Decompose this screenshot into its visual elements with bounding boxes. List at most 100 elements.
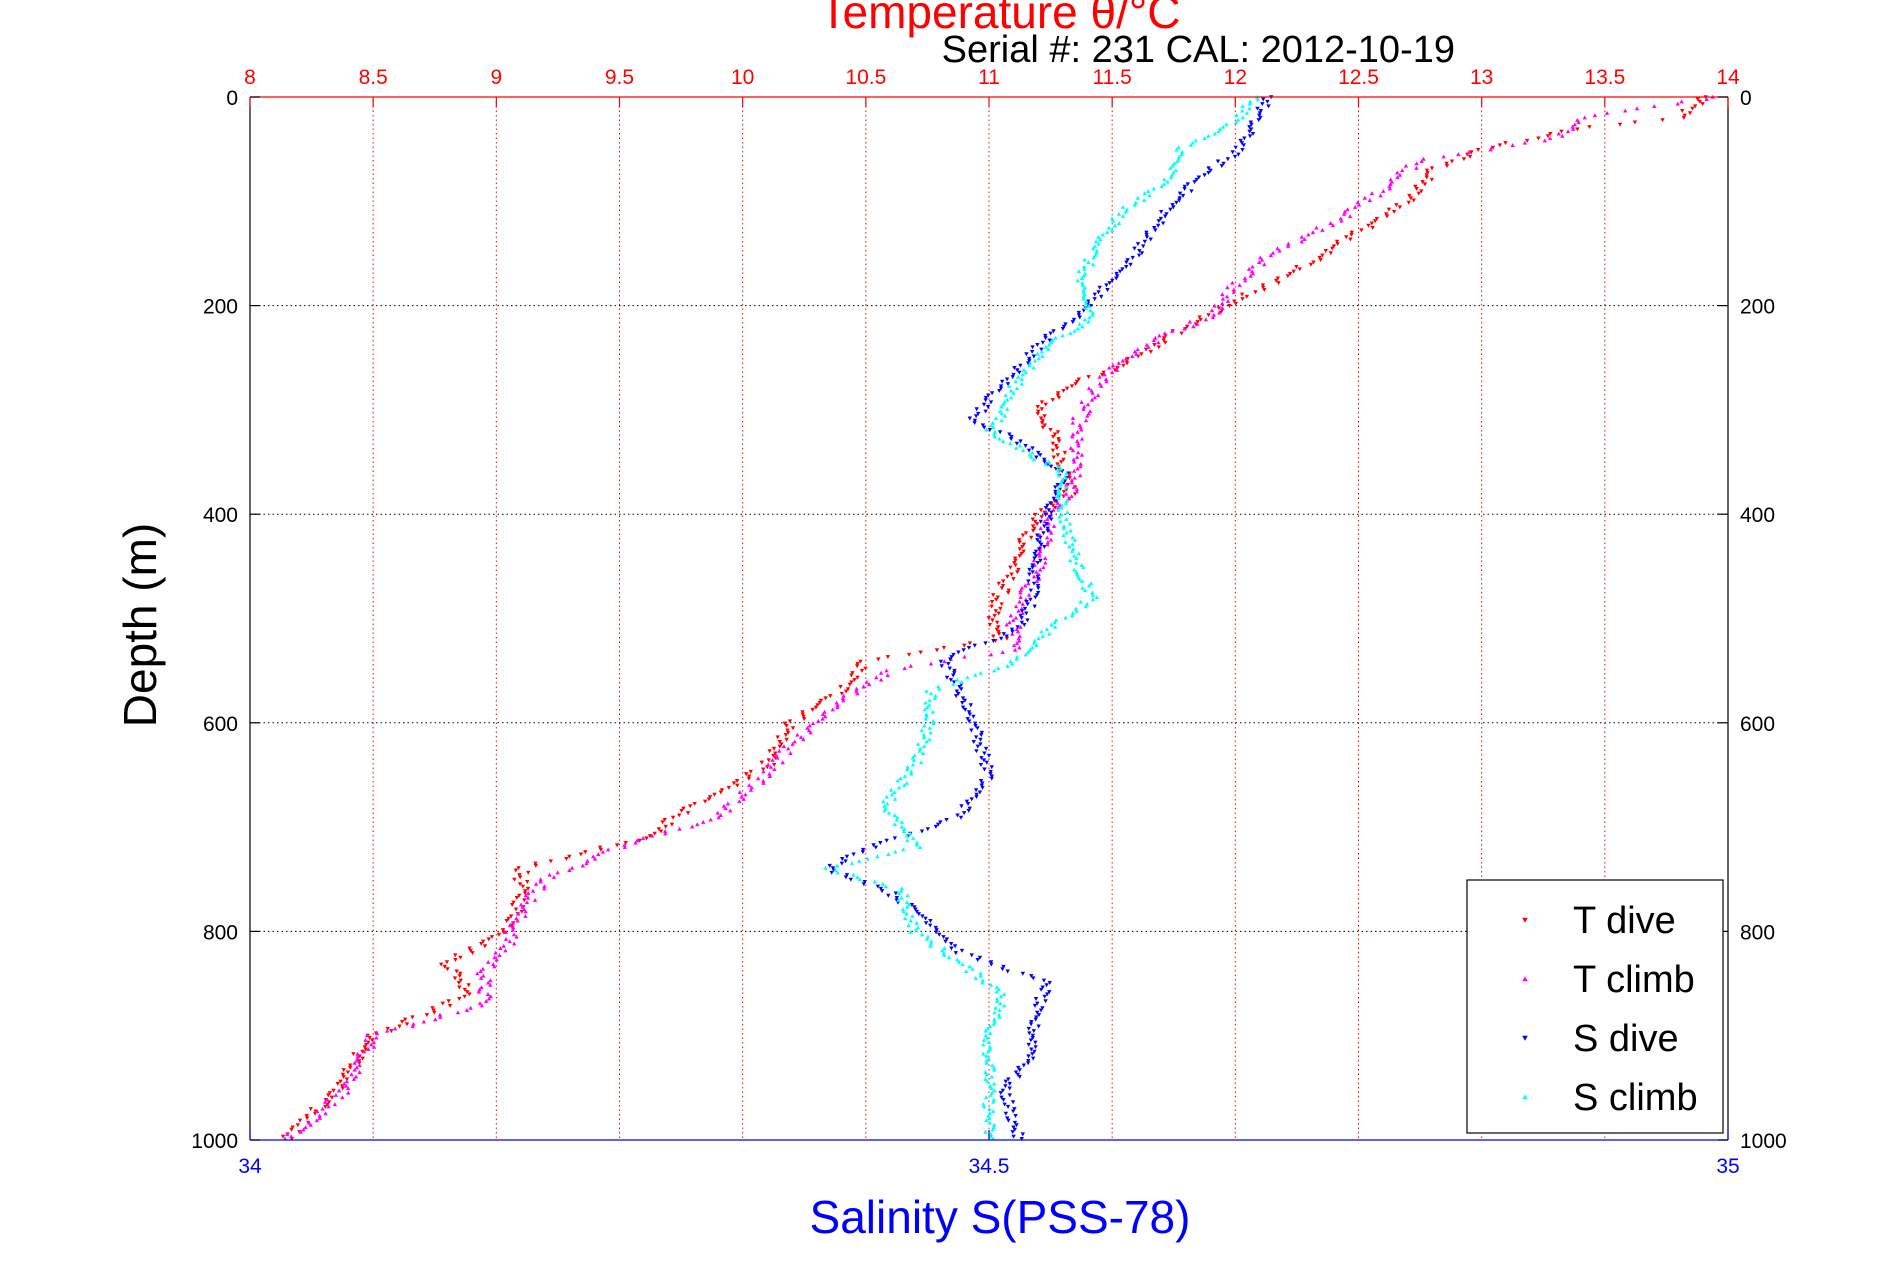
- data-point: [1029, 974, 1034, 979]
- data-point: [1248, 127, 1254, 132]
- data-point: [893, 849, 898, 854]
- data-point: [998, 384, 1004, 389]
- data-point: [1011, 1134, 1016, 1139]
- data-point: [1031, 354, 1037, 359]
- data-point: [892, 790, 897, 795]
- data-point: [1011, 1125, 1016, 1130]
- data-point: [731, 781, 737, 786]
- data-point: [1024, 352, 1029, 357]
- data-point: [1347, 214, 1353, 219]
- data-point: [1652, 103, 1657, 108]
- data-point: [1114, 276, 1119, 281]
- data-point: [952, 944, 958, 949]
- data-point: [1045, 526, 1050, 531]
- tick-label-temperature: 8: [244, 66, 256, 89]
- data-point: [998, 386, 1004, 391]
- data-point: [939, 664, 944, 669]
- data-point: [1260, 285, 1266, 290]
- data-point: [939, 948, 945, 953]
- data-point: [1021, 542, 1027, 547]
- data-point: [501, 930, 506, 935]
- data-point: [1387, 184, 1392, 189]
- data-point: [969, 797, 974, 802]
- data-point: [1048, 501, 1053, 506]
- data-point: [906, 652, 912, 657]
- data-point: [1032, 1049, 1037, 1054]
- data-point: [1161, 338, 1166, 343]
- data-point: [1058, 482, 1063, 487]
- data-point: [849, 861, 855, 866]
- data-point: [1070, 320, 1076, 325]
- data-point: [873, 845, 879, 850]
- data-point: [1123, 265, 1129, 270]
- data-point: [953, 951, 959, 956]
- data-point: [1112, 368, 1118, 373]
- data-point: [1063, 500, 1069, 505]
- data-point: [972, 418, 978, 423]
- data-point: [1162, 336, 1167, 341]
- data-point: [1086, 319, 1091, 324]
- data-point: [1011, 390, 1016, 395]
- data-point: [1056, 437, 1061, 442]
- data-point: [1056, 489, 1061, 494]
- data-point: [843, 859, 848, 864]
- data-point: [1007, 432, 1012, 437]
- data-point: [452, 976, 458, 981]
- data-point: [1033, 1017, 1038, 1022]
- data-point: [844, 854, 850, 859]
- data-point: [1044, 535, 1050, 540]
- data-point: [478, 975, 484, 980]
- data-point: [1047, 515, 1053, 520]
- data-point: [1020, 533, 1026, 538]
- data-point: [399, 1019, 405, 1024]
- data-point: [1266, 104, 1271, 109]
- data-point: [1116, 221, 1122, 225]
- data-point: [1016, 638, 1022, 643]
- data-point: [1189, 189, 1194, 194]
- data-point: [905, 904, 910, 909]
- data-point: [1010, 629, 1015, 634]
- data-point: [503, 930, 508, 934]
- data-point: [1059, 480, 1064, 485]
- data-point: [457, 974, 462, 979]
- data-point: [1144, 235, 1150, 240]
- data-point: [1381, 188, 1386, 193]
- data-point: [960, 962, 965, 967]
- data-point: [596, 852, 601, 856]
- data-point: [967, 806, 972, 811]
- data-point: [1193, 138, 1198, 143]
- data-point: [1503, 141, 1508, 146]
- data-point: [847, 682, 852, 687]
- data-point: [988, 1131, 994, 1136]
- data-point: [1076, 310, 1082, 315]
- data-point: [1311, 260, 1316, 265]
- data-point: [1012, 1127, 1017, 1132]
- data-point: [1244, 294, 1250, 299]
- data-point: [1070, 613, 1075, 618]
- data-point: [989, 774, 995, 779]
- data-point: [723, 806, 728, 811]
- data-point: [866, 682, 872, 687]
- data-point: [520, 884, 526, 889]
- data-point: [597, 845, 603, 850]
- data-point: [999, 636, 1004, 641]
- data-point: [289, 1127, 294, 1132]
- data-point: [1134, 351, 1139, 356]
- data-point: [906, 923, 911, 928]
- data-point: [807, 723, 812, 728]
- data-point: [1064, 471, 1069, 476]
- data-point: [1000, 967, 1005, 972]
- data-point: [1240, 103, 1245, 108]
- data-point: [985, 405, 991, 409]
- data-point: [1359, 228, 1364, 233]
- data-point: [739, 794, 744, 799]
- data-point: [1116, 360, 1121, 365]
- data-point: [1017, 370, 1022, 375]
- data-point: [341, 1075, 346, 1079]
- data-point: [921, 734, 927, 739]
- data-point: [1247, 129, 1252, 134]
- data-point: [1030, 565, 1035, 570]
- data-point: [363, 1047, 368, 1052]
- data-point: [967, 712, 972, 717]
- data-point: [884, 838, 889, 843]
